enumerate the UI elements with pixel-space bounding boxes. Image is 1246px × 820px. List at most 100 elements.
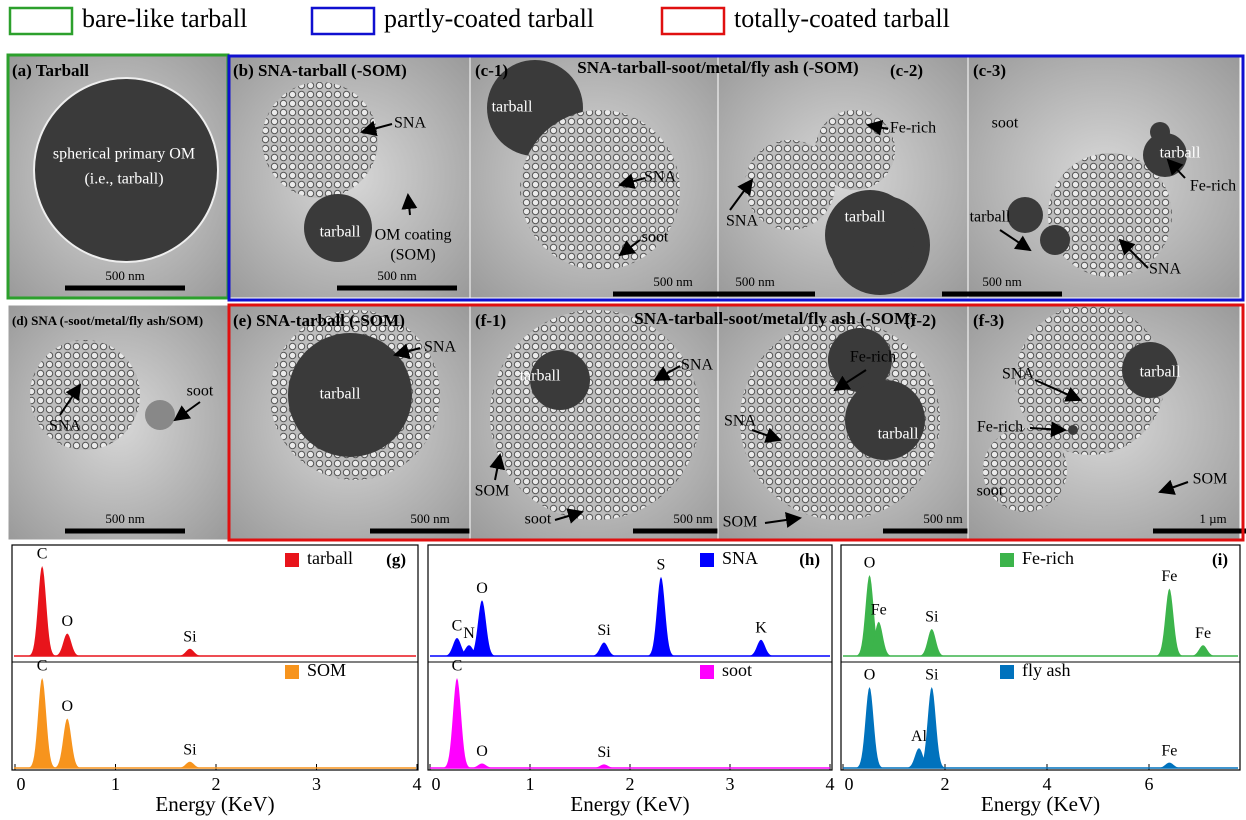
particle [1007, 197, 1043, 233]
x-tick-label: 2 [941, 774, 950, 794]
peak [466, 763, 498, 768]
annotation: Fe-rich [850, 349, 896, 366]
annotation: soot [992, 115, 1019, 132]
peak-label: O [61, 698, 73, 715]
particle [1122, 342, 1178, 398]
peak [915, 687, 948, 768]
peak [588, 642, 620, 656]
panel-label: (h) [799, 550, 820, 569]
annotation: OM coating [375, 227, 452, 244]
particle [304, 194, 372, 262]
legend-swatch [660, 6, 726, 36]
peak [26, 678, 59, 768]
peak-label: O [476, 580, 488, 597]
peak-label: Si [597, 744, 611, 761]
particle [1068, 425, 1078, 435]
x-tick-label: 0 [17, 774, 26, 794]
particle [30, 340, 140, 450]
legend-label: partly-coated tarball [384, 4, 594, 33]
panel-label: (a) Tarball [12, 61, 89, 80]
peak [745, 639, 777, 656]
particle [1015, 305, 1165, 455]
annotation: tarball [970, 209, 1011, 226]
peak-label: S [657, 556, 666, 573]
arrow [401, 193, 418, 216]
legend-label: bare-like tarball [82, 4, 247, 33]
peak-label: Fe [1195, 625, 1211, 642]
arrow [1029, 421, 1067, 438]
annotation: SNA [1149, 261, 1181, 278]
legend-label: fly ash [1022, 660, 1071, 680]
annotation: soot [525, 511, 552, 528]
legend-swatch [285, 553, 299, 567]
scale-bar-label: 500 nm [923, 511, 962, 526]
scale-bar-label: 500 nm [105, 268, 144, 283]
peak-label: Fe [1161, 742, 1177, 759]
peak [862, 621, 895, 656]
panel-label: (g) [386, 550, 406, 569]
peak-label: O [61, 613, 73, 630]
annotation: tarball [320, 386, 361, 403]
annotation: SOM [1193, 471, 1228, 488]
panel-label: (f-2) [905, 311, 936, 330]
particle [825, 190, 915, 280]
arrow [729, 178, 754, 211]
scale-bar-label: 500 nm [735, 274, 774, 289]
micrographs: (a) Tarball 500 nm spherical primary OM (i.… [6, 53, 1246, 542]
peak [441, 638, 473, 656]
peak-label: Si [925, 667, 939, 684]
annotation: SNA [644, 169, 676, 186]
peak-label: C [37, 546, 48, 563]
annotation: soot [642, 229, 669, 246]
arrow [866, 119, 889, 136]
annotation: Fe-rich [1190, 178, 1236, 195]
x-tick-label: 3 [726, 774, 735, 794]
legend-label: Fe-rich [1022, 548, 1074, 568]
group-frame [227, 303, 1245, 542]
annotation: Fe-rich [890, 120, 936, 137]
annotation: soot [977, 483, 1004, 500]
x-axis-label: Energy (KeV) [155, 792, 274, 816]
particle [815, 110, 895, 190]
particle [1040, 225, 1070, 255]
annotation: tarball [320, 224, 361, 241]
peak-label: Si [183, 741, 197, 758]
peak-label: Si [597, 622, 611, 639]
peak-label: C [37, 658, 48, 675]
peak-label: N [463, 625, 475, 642]
arrow [618, 173, 646, 189]
scale-bar-label: 500 nm [410, 511, 449, 526]
peak [173, 761, 206, 768]
panel-label: (f-1) [475, 311, 506, 330]
peak-label: Fe [871, 601, 887, 618]
panel-label: (f-3) [973, 311, 1004, 330]
peak-label: Si [183, 628, 197, 645]
arrow [173, 401, 201, 422]
annotation: SNA [394, 115, 426, 132]
particle [1150, 122, 1170, 142]
arrow [833, 369, 867, 392]
particle [262, 82, 378, 198]
group-frame [227, 54, 1245, 302]
particle [983, 428, 1067, 512]
peak [1187, 645, 1220, 656]
arrow [489, 453, 506, 481]
panel-label: (e) SNA-tarball (-SOM) [233, 311, 405, 330]
annotation: SNA [49, 418, 81, 435]
panel-label: (c-3) [973, 61, 1006, 80]
x-axis-label: Energy (KeV) [570, 792, 689, 816]
arrow [1034, 379, 1082, 402]
peak [173, 648, 206, 656]
legend-swatch [310, 6, 376, 36]
spectrum-frame [11, 544, 419, 771]
arrow [360, 120, 393, 137]
legend-swatch [8, 6, 74, 36]
particle [520, 110, 680, 270]
legend-label: SOM [307, 660, 346, 680]
x-tick-label: 4 [826, 774, 835, 794]
annotation: SOM [475, 483, 510, 500]
peak-label: Si [925, 609, 939, 626]
peak [853, 687, 886, 768]
